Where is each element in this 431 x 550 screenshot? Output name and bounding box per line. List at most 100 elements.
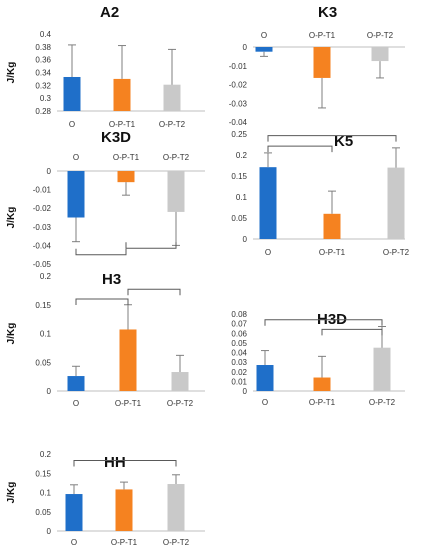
panel-k3d: K3D J/Kg 0 -0.01 -0.02 -0.03 -0.04 -0.05 O O-P-T1… — [6, 129, 205, 269]
y-tick-label: 0 — [47, 527, 52, 536]
y-tick-label: 0.36 — [35, 56, 51, 65]
y-tick-label: 0.05 — [35, 358, 51, 367]
y-tick-label: 0.1 — [40, 330, 52, 339]
chart-title: K5 — [334, 133, 353, 150]
y-tick-label: 0 — [243, 235, 248, 244]
panel-k3: K3 0 -0.01 -0.02 -0.03 -0.04 O O-P-T1 O-P-T2 — [229, 4, 405, 127]
y-tick-label: -0.02 — [33, 204, 52, 213]
y-tick-label: 0.2 — [40, 450, 52, 459]
y-tick-label: 0.08 — [231, 310, 247, 319]
bar-o — [65, 494, 83, 531]
significance-bracket — [73, 460, 177, 467]
x-tick-label: O-P-T2 — [369, 398, 396, 407]
chart-title: H3 — [102, 271, 121, 288]
y-tick-label: 0 — [243, 43, 248, 52]
y-tick-label: 0.1 — [40, 489, 52, 498]
x-tick-label: O-P-T1 — [111, 538, 138, 547]
y-tick-label: 0.4 — [40, 30, 52, 39]
y-tick-label: 0.15 — [231, 172, 247, 181]
y-axis-label: J/Kg — [6, 323, 17, 345]
y-tick-label: 0 — [243, 387, 248, 396]
y-tick-label: 0.07 — [231, 320, 247, 329]
bar-o — [255, 47, 273, 52]
bar-o-p-t2 — [167, 484, 185, 531]
y-axis-label: J/Kg — [6, 207, 17, 229]
bar-o-p-t2 — [167, 171, 185, 212]
x-tick-label: O-P-T1 — [319, 248, 346, 257]
x-tick-label: O-P-T2 — [159, 120, 186, 129]
x-tick-label: O — [73, 153, 79, 162]
y-tick-label: 0.25 — [231, 130, 247, 139]
y-tick-label: 0.34 — [35, 69, 51, 78]
bar-o — [67, 376, 85, 391]
bar-o-p-t2 — [163, 84, 181, 111]
y-tick-label: 0.05 — [231, 214, 247, 223]
significance-bracket — [75, 298, 129, 305]
x-tick-label: O-P-T1 — [113, 153, 140, 162]
x-tick-label: O-P-T2 — [367, 31, 394, 40]
y-tick-label: 0.15 — [35, 469, 51, 478]
y-tick-label: -0.04 — [33, 241, 52, 250]
panel-hh: HH J/Kg 0 0.05 0.1 0.15 0.2 O O-P-T1 O-P-T2 — [6, 450, 205, 547]
significance-bracket — [127, 288, 181, 296]
y-tick-label: 0.02 — [231, 368, 247, 377]
y-tick-label: 0.28 — [35, 107, 51, 116]
chart-title: K3 — [318, 4, 337, 21]
y-tick-label: 0.1 — [236, 193, 248, 202]
y-tick-label: -0.04 — [229, 118, 248, 127]
y-tick-label: -0.03 — [229, 99, 248, 108]
y-tick-label: 0.38 — [35, 43, 51, 52]
bar-o-p-t1 — [113, 78, 131, 111]
bar-o-p-t1 — [119, 329, 137, 391]
significance-bracket — [264, 319, 383, 326]
x-tick-label: O — [261, 31, 267, 40]
y-tick-label: 0.04 — [231, 349, 247, 358]
x-tick-label: O-P-T2 — [163, 153, 190, 162]
bar-o-p-t2 — [387, 167, 405, 239]
y-tick-label: 0 — [47, 387, 52, 396]
significance-bracket — [321, 328, 383, 336]
bar-o — [63, 76, 81, 111]
y-tick-label: -0.02 — [229, 81, 248, 90]
significance-bracket — [267, 145, 333, 153]
y-axis-label: J/Kg — [6, 62, 17, 84]
bar-o-p-t1 — [313, 377, 331, 391]
y-axis-label: J/Kg — [6, 482, 17, 504]
y-tick-label: -0.01 — [229, 62, 248, 71]
y-tick-label: -0.01 — [33, 186, 52, 195]
x-tick-label: O — [262, 398, 268, 407]
y-tick-label: 0.03 — [231, 358, 247, 367]
chart-title: K3D — [101, 129, 131, 146]
panel-h3: H3 J/Kg 0 0.05 0.1 0.15 0.2 O O-P-T1 O-P-T2 — [6, 271, 205, 408]
bar-o-p-t2 — [373, 347, 391, 391]
panel-a2: A2 J/Kg 0.28 0.3 0.32 0.34 0.36 0.38 0.4 O O-P-T1 O… — [6, 4, 205, 129]
x-tick-label: O-P-T2 — [383, 248, 410, 257]
y-tick-label: 0.05 — [231, 339, 247, 348]
chart-title: A2 — [100, 4, 119, 21]
chart-title: HH — [104, 454, 126, 471]
x-tick-label: O-P-T1 — [309, 31, 336, 40]
bar-o — [256, 365, 274, 391]
x-tick-label: O — [73, 399, 79, 408]
bar-o — [67, 171, 85, 218]
y-tick-label: 0 — [47, 167, 52, 176]
x-tick-label: O-P-T2 — [163, 538, 190, 547]
x-tick-label: O — [265, 248, 271, 257]
y-tick-label: -0.03 — [33, 223, 52, 232]
x-tick-label: O-P-T2 — [167, 399, 194, 408]
y-tick-label: -0.05 — [33, 260, 52, 269]
bar-o-p-t1 — [313, 47, 331, 78]
y-tick-label: 0.3 — [40, 94, 52, 103]
bar-o-p-t1 — [117, 171, 135, 183]
x-tick-label: O — [71, 538, 77, 547]
x-tick-label: O-P-T1 — [115, 399, 142, 408]
bar-o-p-t2 — [171, 372, 189, 391]
bar-o-p-t1 — [115, 489, 133, 531]
significance-bracket — [75, 248, 127, 256]
y-tick-label: 0.2 — [40, 272, 52, 281]
bar-o-p-t2 — [371, 47, 389, 62]
significance-bracket — [267, 135, 397, 142]
x-tick-label: O-P-T1 — [309, 398, 336, 407]
x-tick-label: O — [69, 120, 75, 129]
